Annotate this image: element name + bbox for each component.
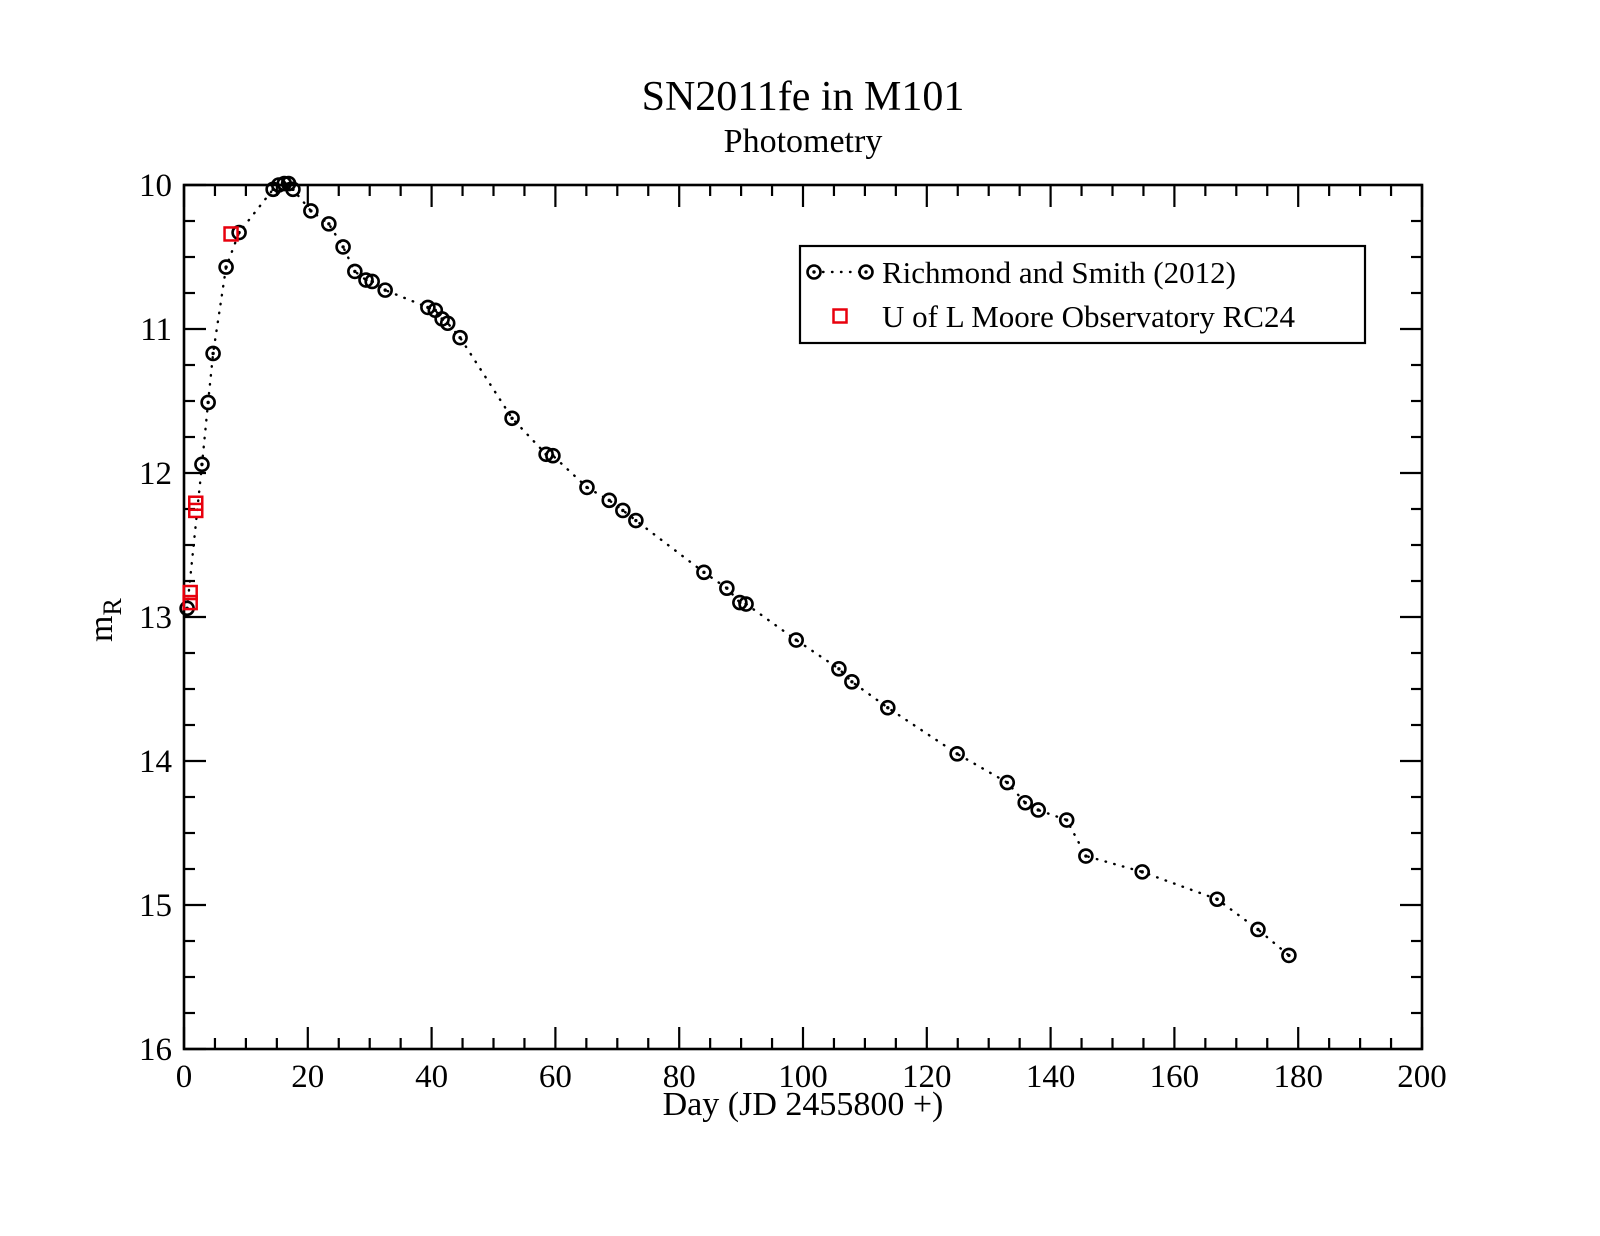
data-point-circle <box>696 564 712 581</box>
x-tick-label: 180 <box>1273 1059 1323 1095</box>
data-point-circle <box>1058 812 1075 828</box>
x-tick-label: 200 <box>1397 1059 1447 1095</box>
data-point-circle <box>364 273 380 290</box>
data-point-circle <box>1209 891 1225 908</box>
data-point-circle <box>1250 921 1266 938</box>
y-axis-title: mR <box>83 598 127 642</box>
data-point-square <box>832 308 848 324</box>
data-point-circle <box>452 329 468 346</box>
data-point-circle <box>788 632 804 648</box>
series-richmond-smith <box>179 175 1297 964</box>
y-tick-label: 16 <box>139 1032 172 1068</box>
data-point-circle <box>601 492 618 509</box>
data-point-square <box>182 594 198 611</box>
data-point-circle <box>1030 802 1047 818</box>
data-point-circle <box>949 745 965 762</box>
series-moore-observatory <box>182 226 239 611</box>
data-point-square <box>188 502 204 519</box>
data-point-circle <box>999 774 1016 791</box>
x-tick-label: 60 <box>539 1059 572 1095</box>
data-point-circle <box>880 699 896 716</box>
x-tick-label: 100 <box>778 1059 828 1095</box>
data-point-circle <box>738 596 754 612</box>
data-point-circle <box>545 447 561 464</box>
x-tick-label: 160 <box>1150 1059 1200 1095</box>
y-tick-label: 11 <box>140 312 172 348</box>
chart-subtitle: Photometry <box>724 123 883 160</box>
y-tick-label: 14 <box>139 744 172 780</box>
data-point-circle <box>347 263 363 280</box>
data-point-circle <box>1281 947 1297 964</box>
y-axis-tick-labels: 10 11 12 13 14 15 16 <box>139 168 172 1068</box>
x-axis-title: Day (JD 2455800 +) <box>663 1086 944 1123</box>
data-point-circle <box>303 203 319 219</box>
x-tick-label: 80 <box>663 1059 696 1095</box>
y-tick-label: 13 <box>139 600 172 636</box>
data-point-circle <box>1017 794 1034 811</box>
legend: Richmond and Smith (2012) U of L Moore Ob… <box>798 244 1367 345</box>
axis-ticks <box>182 183 1424 1051</box>
data-point-circle <box>205 345 221 362</box>
legend-label-richmond-smith: Richmond and Smith (2012) <box>882 255 1236 290</box>
data-point-circle <box>844 673 860 690</box>
y-tick-label: 15 <box>139 888 172 924</box>
legend-box <box>798 244 1367 345</box>
data-point-circle <box>194 456 210 473</box>
x-axis-tick-labels: 0 20 40 60 80 100 120 140 160 180 200 <box>176 1059 1447 1095</box>
y-tick-label: 12 <box>139 456 172 492</box>
data-point-circle <box>628 512 644 529</box>
data-point-circle <box>335 239 351 255</box>
data-point-circle <box>377 282 393 298</box>
x-tick-label: 0 <box>176 1059 193 1095</box>
data-point-circle <box>806 264 822 280</box>
data-point-circle <box>321 216 337 232</box>
x-tick-label: 20 <box>291 1059 324 1095</box>
data-point-circle <box>579 479 595 496</box>
data-point-circle <box>858 264 874 280</box>
y-tick-label: 10 <box>139 168 172 204</box>
data-point-circle <box>200 394 216 411</box>
x-tick-label: 120 <box>902 1059 952 1095</box>
data-point-circle <box>218 259 234 275</box>
data-point-circle <box>285 181 301 198</box>
x-tick-label: 40 <box>415 1059 448 1095</box>
data-point-square <box>182 584 198 601</box>
data-point-circle <box>1078 848 1094 864</box>
legend-label-moore-observatory: U of L Moore Observatory RC24 <box>882 299 1295 334</box>
data-point-circle <box>1134 864 1151 880</box>
data-point-square <box>223 226 239 242</box>
chart-title: SN2011fe in M101 <box>642 74 965 120</box>
data-point-circle <box>439 315 456 332</box>
x-tick-label: 140 <box>1026 1059 1076 1095</box>
data-point-circle <box>615 502 631 519</box>
data-point-circle <box>504 410 520 427</box>
data-point-circle <box>831 661 847 677</box>
data-point-circle <box>719 580 735 597</box>
